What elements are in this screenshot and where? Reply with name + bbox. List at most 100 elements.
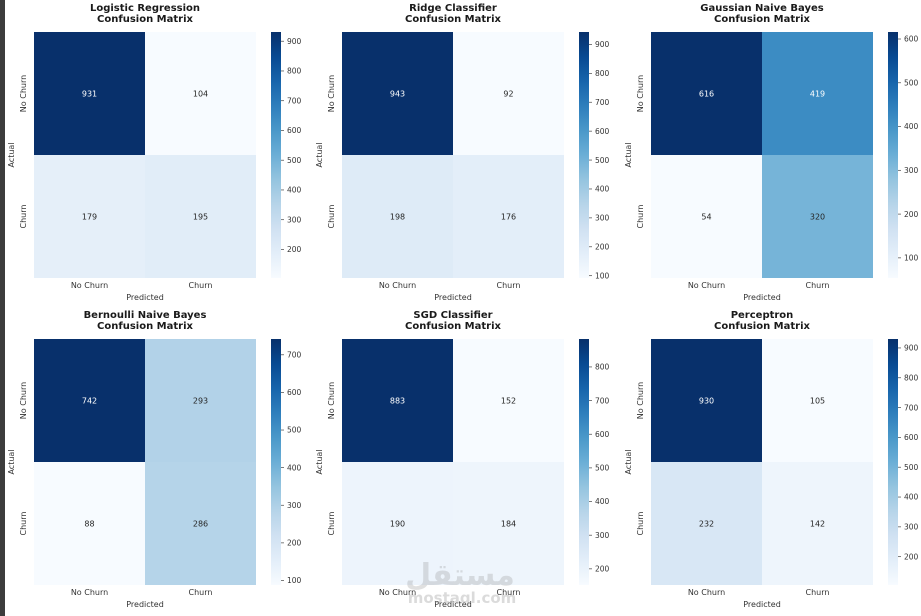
colorbar-tick-label: 200 — [595, 242, 610, 251]
cell-value-label: 105 — [810, 397, 825, 406]
colorbar-tick-label: 600 — [287, 126, 302, 135]
colorbar-tick-label: 200 — [904, 552, 919, 561]
chart-title: Logistic Regression — [90, 3, 200, 14]
colorbar-tick-label: 900 — [287, 37, 302, 46]
x-tick-label: Churn — [497, 588, 521, 597]
cell-value-label: 286 — [193, 520, 208, 529]
colorbar-tick-label: 600 — [904, 35, 919, 44]
heatmap-cell — [453, 462, 564, 585]
heatmap-cell — [34, 339, 145, 462]
cell-value-label: 232 — [699, 520, 714, 529]
x-tick-label: Churn — [806, 588, 830, 597]
chart-subtitle: Confusion Matrix — [714, 14, 810, 25]
cell-value-label: 931 — [82, 90, 97, 99]
y-axis-label: Actual — [7, 449, 16, 474]
colorbar-tick-label: 500 — [595, 464, 610, 473]
colorbar-tick-label: 700 — [904, 403, 919, 412]
heatmap-cell — [453, 32, 564, 155]
colorbar-tick-label: 200 — [287, 539, 302, 548]
colorbar-tick-label: 400 — [595, 185, 610, 194]
heatmap-cell — [453, 339, 564, 462]
x-tick-label: Churn — [497, 281, 521, 290]
y-tick-label: No Churn — [327, 75, 336, 112]
colorbar-tick-label: 400 — [904, 493, 919, 502]
chart-subtitle: Confusion Matrix — [714, 321, 810, 332]
heatmap-cell — [342, 339, 453, 462]
cell-value-label: 179 — [82, 213, 97, 222]
x-axis-label: Predicted — [743, 293, 781, 302]
y-tick-label: No Churn — [19, 75, 28, 112]
colorbar-tick-label: 300 — [287, 501, 302, 510]
chart-title: SGD Classifier — [413, 310, 492, 321]
cell-value-label: 88 — [84, 520, 94, 529]
cell-value-label: 930 — [699, 397, 714, 406]
colorbar-tick-label: 800 — [904, 373, 919, 382]
colorbar-tick-label: 500 — [287, 156, 302, 165]
heatmap-cell — [762, 462, 873, 585]
colorbar — [271, 32, 281, 278]
colorbar-tick-label: 400 — [904, 122, 919, 131]
heatmap-cell — [34, 32, 145, 155]
y-tick-label: No Churn — [636, 75, 645, 112]
colorbar-tick-label: 500 — [287, 426, 302, 435]
colorbar-tick-label: 400 — [595, 497, 610, 506]
heatmap-cell — [762, 32, 873, 155]
y-tick-label: Churn — [19, 205, 28, 229]
chart-title: Bernoulli Naive Bayes — [84, 310, 207, 321]
colorbar-tick-label: 100 — [595, 271, 610, 280]
heatmap-cell — [145, 155, 256, 278]
cell-value-label: 152 — [501, 397, 516, 406]
heatmap-cell — [762, 339, 873, 462]
colorbar — [888, 339, 898, 585]
colorbar — [271, 339, 281, 585]
watermark-site: mostaql.com — [408, 589, 517, 607]
colorbar-tick-label: 300 — [904, 523, 919, 532]
x-tick-label: No Churn — [71, 588, 108, 597]
y-tick-label: Churn — [327, 205, 336, 229]
colorbar-tick-label: 900 — [595, 40, 610, 49]
colorbar-tick-label: 500 — [904, 463, 919, 472]
cell-value-label: 616 — [699, 90, 714, 99]
y-axis-label: Actual — [315, 142, 324, 167]
colorbar-tick-label: 600 — [904, 433, 919, 442]
heatmap-cell — [651, 339, 762, 462]
x-tick-label: No Churn — [71, 281, 108, 290]
heatmap-cell — [651, 155, 762, 278]
y-axis-label: Actual — [315, 449, 324, 474]
colorbar-tick-label: 300 — [904, 166, 919, 175]
colorbar-tick-label: 900 — [904, 344, 919, 353]
x-axis-label: Predicted — [434, 600, 472, 609]
colorbar-tick-label: 300 — [287, 215, 302, 224]
cell-value-label: 195 — [193, 213, 208, 222]
colorbar-tick-label: 500 — [904, 78, 919, 87]
x-tick-label: No Churn — [379, 588, 416, 597]
cell-value-label: 419 — [810, 90, 825, 99]
cell-value-label: 92 — [503, 90, 513, 99]
chart-subtitle: Confusion Matrix — [405, 321, 501, 332]
y-axis-label: Actual — [7, 142, 16, 167]
chart-subtitle: Confusion Matrix — [97, 14, 193, 25]
heatmap-cell — [453, 155, 564, 278]
heatmap-cell — [651, 462, 762, 585]
heatmap-cell — [145, 32, 256, 155]
left-edge-bar — [0, 0, 5, 616]
cell-value-label: 176 — [501, 213, 516, 222]
colorbar-tick-label: 400 — [287, 463, 302, 472]
x-tick-label: No Churn — [688, 588, 725, 597]
cell-value-label: 190 — [390, 520, 405, 529]
colorbar-tick-label: 800 — [287, 67, 302, 76]
heatmap-cell — [342, 462, 453, 585]
colorbar — [888, 32, 898, 278]
colorbar-tick-label: 600 — [287, 388, 302, 397]
heatmap-cell — [145, 339, 256, 462]
y-tick-label: No Churn — [636, 382, 645, 419]
cell-value-label: 142 — [810, 520, 825, 529]
colorbar-tick-label: 200 — [595, 565, 610, 574]
y-tick-label: No Churn — [327, 382, 336, 419]
x-tick-label: No Churn — [688, 281, 725, 290]
